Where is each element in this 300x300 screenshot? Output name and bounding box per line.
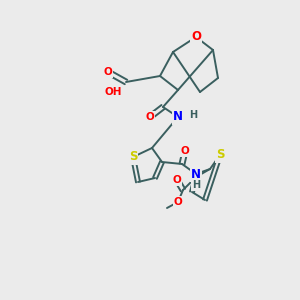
Text: O: O [174, 197, 182, 207]
Text: S: S [216, 148, 224, 161]
Text: H: H [189, 110, 197, 120]
Text: O: O [172, 175, 182, 185]
Text: O: O [146, 112, 154, 122]
Text: O: O [103, 67, 112, 77]
Text: S: S [129, 151, 137, 164]
Text: N: N [173, 110, 183, 124]
Text: N: N [191, 167, 201, 181]
Text: OH: OH [104, 87, 122, 97]
Text: H: H [192, 180, 200, 190]
Text: O: O [191, 31, 201, 44]
Text: O: O [181, 146, 189, 156]
